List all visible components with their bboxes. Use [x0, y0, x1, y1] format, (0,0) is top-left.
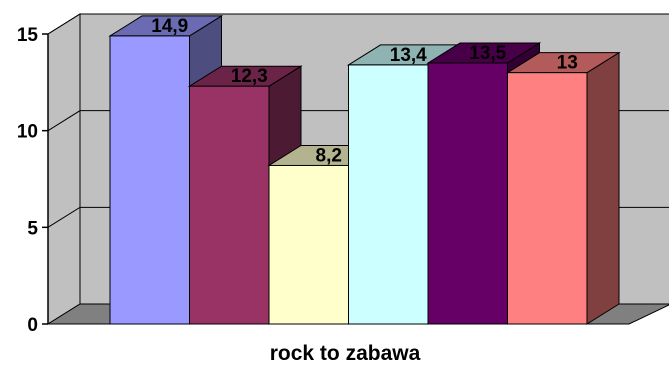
y-tick-label: 15: [17, 25, 39, 46]
x-axis-label: rock to zabawa: [270, 342, 421, 365]
y-tick-label: 10: [17, 122, 38, 143]
bar-side: [586, 51, 620, 325]
data-label: 8,2: [316, 145, 342, 166]
bar-front: [427, 62, 508, 325]
y-tick-label: 5: [27, 218, 38, 239]
bar-front: [109, 35, 190, 325]
bar-front: [268, 164, 349, 325]
bars: [108, 15, 621, 325]
data-label: 12,3: [231, 66, 268, 87]
data-labels: 14,9 12,3 8,2 13,4 13,5 13: [151, 16, 578, 167]
data-label: 13,4: [390, 45, 427, 66]
data-label: 13: [557, 53, 578, 74]
side-wall: [47, 13, 81, 325]
bar-front: [507, 72, 588, 325]
gridline: [47, 13, 669, 35]
y-axis: 0 5 10 15: [17, 25, 49, 336]
bar-front: [189, 85, 270, 325]
y-tick-label: 0: [27, 315, 38, 336]
bar: [505, 51, 621, 325]
bar-front: [348, 64, 429, 325]
data-label: 13,5: [469, 43, 506, 64]
data-label: 14,9: [151, 16, 188, 37]
